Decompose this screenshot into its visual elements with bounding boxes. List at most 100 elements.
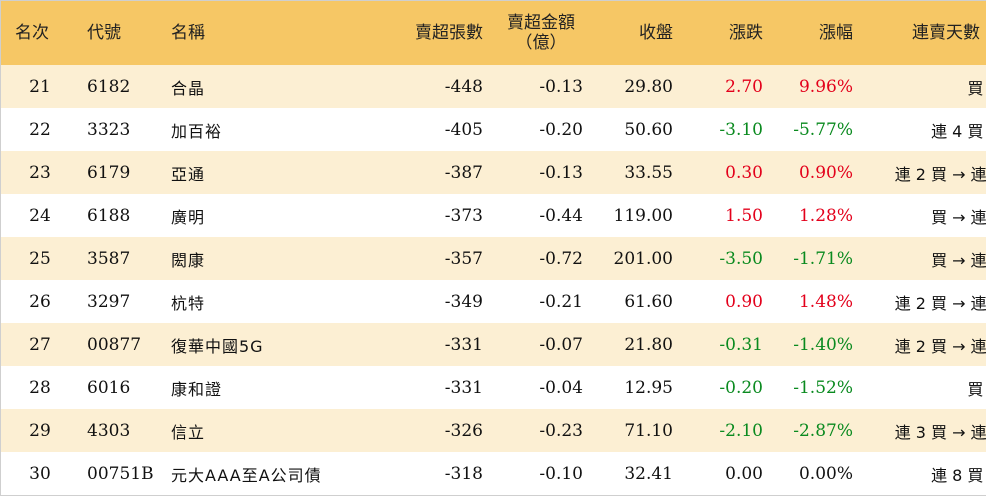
table-header-row: 名次 代號 名稱 賣超張數 賣超金額 （億） 收盤 漲跌 漲幅 連賣天數 [1,1,986,65]
cell-code[interactable]: 3587 [87,248,131,269]
cell-rank: 24 [29,205,51,226]
cell-net-sell-lots: -331 [444,334,483,355]
cell-net-sell-lots: -357 [444,248,483,269]
cell-streak: 連 8 買 → 賣 [931,465,986,485]
header-net-sell-amount[interactable]: 賣超金額 （億） [491,1,591,65]
cell-change-pct: 1.48% [798,291,853,312]
cell-net-sell-lots: -318 [444,463,483,484]
cell-rank: 26 [29,291,51,312]
cell-name[interactable]: 廣明 [171,207,206,227]
table-row[interactable]: 26 3297 杭特 -349 -0.21 61.60 0.90 1.48% 連 2 買 → 連… [1,280,986,323]
cell-streak: 連 2 買 → 連 3 賣 [894,164,986,184]
header-rank[interactable]: 名次 [15,23,49,43]
cell-change: 0.90 [725,291,763,312]
cell-net-sell-lots: -448 [444,76,483,97]
cell-name[interactable]: 閎康 [171,250,206,270]
cell-net-sell-lots: -405 [444,119,483,140]
cell-name[interactable]: 加百裕 [171,121,223,141]
cell-net-sell-lots: -387 [444,162,483,183]
cell-close: 50.60 [624,119,673,140]
cell-change-pct: -1.71% [793,248,853,269]
table-row[interactable]: 23 6179 亞通 -387 -0.13 33.55 0.30 0.90% 連 2 買 → 連… [1,151,986,194]
cell-streak: 買 → 賣 [967,379,986,399]
cell-change: -2.10 [719,420,763,441]
cell-name[interactable]: 杭特 [171,293,206,313]
cell-change-pct: -1.52% [793,377,853,398]
cell-name[interactable]: 亞通 [171,164,206,184]
cell-change: 0.30 [725,162,763,183]
cell-change-pct: 1.28% [798,205,853,226]
cell-code[interactable]: 4303 [87,420,131,441]
cell-net-sell-amount: -0.13 [539,76,583,97]
cell-net-sell-amount: -0.23 [539,420,583,441]
cell-net-sell-amount: -0.07 [539,334,583,355]
table-row[interactable]: 22 3323 加百裕 -405 -0.20 50.60 -3.10 -5.77% 連 4 買 … [1,108,986,151]
table-row[interactable]: 21 6182 合晶 -448 -0.13 29.80 2.70 9.96% 買 → 賣 [1,65,986,108]
header-net-sell-amount-line2: （億） [515,33,567,53]
cell-change-pct: -2.87% [793,420,853,441]
cell-net-sell-amount: -0.04 [539,377,583,398]
cell-name[interactable]: 康和證 [171,379,223,399]
cell-code[interactable]: 6182 [87,76,131,97]
cell-net-sell-amount: -0.10 [539,463,583,484]
cell-streak: 連 2 買 → 連 2 賣 [894,336,986,356]
cell-rank: 21 [29,76,51,97]
cell-close: 29.80 [624,76,673,97]
cell-streak: 買 → 賣 [967,78,986,98]
cell-code[interactable]: 6188 [87,205,131,226]
cell-net-sell-lots: -331 [444,377,483,398]
header-change-pct[interactable]: 漲幅 [819,23,853,43]
cell-code[interactable]: 00751B [87,463,154,484]
cell-name[interactable]: 元大AAA至A公司債 [171,465,322,485]
cell-close: 201.00 [613,248,673,269]
cell-close: 61.60 [624,291,673,312]
cell-net-sell-amount: -0.20 [539,119,583,140]
cell-change: -0.20 [719,377,763,398]
cell-net-sell-amount: -0.21 [539,291,583,312]
cell-change: 2.70 [725,76,763,97]
cell-code[interactable]: 3297 [87,291,131,312]
cell-rank: 23 [29,162,51,183]
cell-code[interactable]: 6016 [87,377,131,398]
table-row[interactable]: 25 3587 閎康 -357 -0.72 201.00 -3.50 -1.71% 買 → 連 … [1,237,986,280]
cell-change-pct: 9.96% [798,76,853,97]
cell-net-sell-lots: -349 [444,291,483,312]
cell-close: 119.00 [613,205,673,226]
table-row[interactable]: 24 6188 廣明 -373 -0.44 119.00 1.50 1.28% 買 → 連 3 … [1,194,986,237]
cell-net-sell-amount: -0.72 [539,248,583,269]
header-name[interactable]: 名稱 [171,23,205,43]
cell-close: 33.55 [624,162,673,183]
cell-code[interactable]: 00877 [87,334,142,355]
cell-rank: 29 [29,420,51,441]
cell-streak: 買 → 連 3 賣 [931,250,986,270]
cell-code[interactable]: 6179 [87,162,131,183]
cell-streak: 連 4 買 → 賣 [931,121,986,141]
header-close[interactable]: 收盤 [639,23,673,43]
header-net-sell-lots[interactable]: 賣超張數 [415,23,483,43]
cell-change-pct: -1.40% [793,334,853,355]
cell-streak: 買 → 連 3 賣 [931,207,986,227]
cell-net-sell-lots: -373 [444,205,483,226]
header-streak[interactable]: 連賣天數 [912,23,980,43]
cell-streak: 連 3 買 → 連 6 賣 [894,422,986,442]
cell-name[interactable]: 合晶 [171,78,206,98]
cell-name[interactable]: 復華中國5G [171,336,264,356]
cell-change-pct: -5.77% [793,119,853,140]
cell-code[interactable]: 3323 [87,119,131,140]
cell-change: 0.00 [725,463,763,484]
cell-close: 21.80 [624,334,673,355]
table-row[interactable]: 27 00877 復華中國5G -331 -0.07 21.80 -0.31 -1.40% 連 … [1,323,986,366]
cell-name[interactable]: 信立 [171,422,206,442]
header-net-sell-amount-line1: 賣超金額 [507,13,575,33]
table-row[interactable]: 29 4303 信立 -326 -0.23 71.10 -2.10 -2.87% 連 3 買 →… [1,409,986,452]
cell-rank: 30 [29,463,51,484]
header-change[interactable]: 漲跌 [729,23,763,43]
cell-rank: 28 [29,377,51,398]
cell-close: 32.41 [624,463,673,484]
table-row[interactable]: 30 00751B 元大AAA至A公司債 -318 -0.10 32.41 0.00 0.00… [1,452,986,495]
header-code[interactable]: 代號 [87,23,121,43]
cell-rank: 22 [29,119,51,140]
table-row[interactable]: 28 6016 康和證 -331 -0.04 12.95 -0.20 -1.52% 買 → 賣 [1,366,986,409]
